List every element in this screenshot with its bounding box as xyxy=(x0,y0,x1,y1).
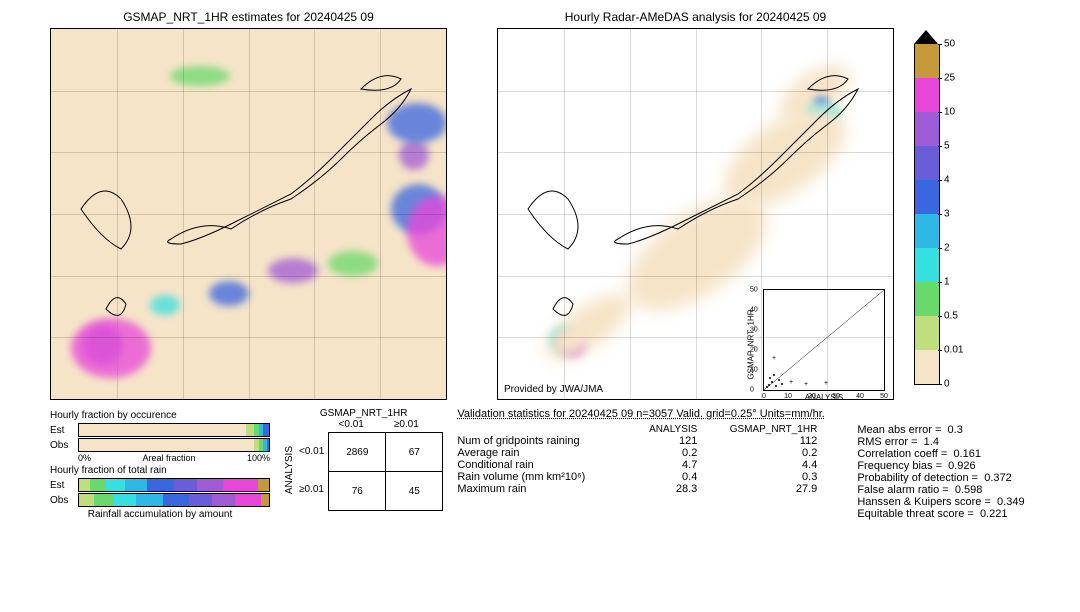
stat-label: Average rain xyxy=(457,447,617,459)
occurrence-title: Hourly fraction by occurence xyxy=(50,410,270,421)
stat-analysis: 4.7 xyxy=(637,459,697,471)
totalrain-title: Hourly fraction of total rain xyxy=(50,465,270,476)
stat-analysis: 121 xyxy=(637,435,697,447)
stats-metrics: Mean abs error = 0.3RMS error = 1.4Corre… xyxy=(857,424,1024,520)
colorbar-tick: 5 xyxy=(944,141,950,152)
stat-label: Num of gridpoints raining xyxy=(457,435,617,447)
cont-col-0: <0.01 xyxy=(339,419,364,430)
colorbar-tick: 25 xyxy=(944,73,955,84)
stats-rows: Num of gridpoints raining 121 112 Average r… xyxy=(457,435,817,495)
right-map-title: Hourly Radar-AMeDAS analysis for 2024042… xyxy=(497,10,894,24)
metric-row: Equitable threat score = 0.221 xyxy=(857,508,1024,520)
axis-100pct: 100% xyxy=(247,453,270,463)
cont-col-1: ≥0.01 xyxy=(394,419,419,430)
colorbar-tick: 0 xyxy=(944,379,950,390)
cont-row-1: ≥0.01 xyxy=(299,484,324,495)
stat-analysis: 0.4 xyxy=(637,471,697,483)
stat-label: Maximum rain xyxy=(457,483,617,495)
colorbar-tick: 0.5 xyxy=(944,311,958,322)
metric-row: Mean abs error = 0.3 xyxy=(857,424,1024,436)
colorbar: 502510543210.50.010 xyxy=(914,30,940,400)
stat-label: Rain volume (mm km²10⁶) xyxy=(457,471,617,483)
axis-center: Areal fraction xyxy=(142,453,195,463)
occurrence-obs-bar xyxy=(78,438,270,452)
colorbar-tick: 50 xyxy=(944,39,955,50)
stat-gsmap: 112 xyxy=(717,435,817,447)
stat-analysis: 28.3 xyxy=(637,483,697,495)
stats-header-analysis: ANALYSIS xyxy=(637,424,697,435)
stat-gsmap: 27.9 xyxy=(717,483,817,495)
fraction-panel: Hourly fraction by occurence Est Obs 0% A… xyxy=(50,408,270,522)
obs-label-2: Obs xyxy=(50,495,78,506)
contingency-panel: GSMAP_NRT_1HR <0.01 ≥0.01 ANALYSIS <0.01… xyxy=(284,408,443,522)
right-map: Provided by JWA/JMA ++ ++ GSMAP_NRT_1HR … xyxy=(497,28,894,400)
colorbar-tick: 4 xyxy=(944,175,950,186)
est-label-1: Est xyxy=(50,425,78,436)
cont-cell-11: 45 xyxy=(386,472,443,511)
totalrain-footer: Rainfall accumulation by amount xyxy=(50,509,270,520)
obs-label-1: Obs xyxy=(50,440,78,451)
cont-cell-10: 76 xyxy=(329,472,386,511)
colorbar-tick: 0.01 xyxy=(944,345,963,356)
stat-gsmap: 4.4 xyxy=(717,459,817,471)
cont-cell-01: 67 xyxy=(386,433,443,472)
bottom-row: Hourly fraction by occurence Est Obs 0% A… xyxy=(10,408,1070,522)
colorbar-tick: 3 xyxy=(944,209,950,220)
colorbar-tick: 10 xyxy=(944,107,955,118)
est-label-2: Est xyxy=(50,480,78,491)
left-map: 125°E130°E135°E140°E145°E25°N30°N35°N40°… xyxy=(50,28,447,400)
left-map-title: GSMAP_NRT_1HR estimates for 20240425 09 xyxy=(50,10,447,24)
metric-row: Frequency bias = 0.926 xyxy=(857,460,1024,472)
stats-left-block: ANALYSIS GSMAP_NRT_1HR Num of gridpoints… xyxy=(457,424,817,520)
metric-row: Probability of detection = 0.372 xyxy=(857,472,1024,484)
metric-row: Hanssen & Kuipers score = 0.349 xyxy=(857,496,1024,508)
colorbar-segments: 502510543210.50.010 xyxy=(914,30,940,385)
stats-header-gsmap: GSMAP_NRT_1HR xyxy=(717,424,817,435)
colorbar-tick: 2 xyxy=(944,243,950,254)
metric-row: RMS error = 1.4 xyxy=(857,436,1024,448)
cont-row-0: <0.01 xyxy=(299,446,324,457)
stats-title: Validation statistics for 20240425 09 n=… xyxy=(457,408,1070,420)
totalrain-est-bar xyxy=(78,478,270,492)
metric-row: Correlation coeff = 0.161 xyxy=(857,448,1024,460)
totalrain-obs-bar xyxy=(78,493,270,507)
contingency-title: GSMAP_NRT_1HR xyxy=(284,408,443,419)
occurrence-est-bar xyxy=(78,423,270,437)
left-map-panel: GSMAP_NRT_1HR estimates for 20240425 09 … xyxy=(50,10,447,400)
cont-cell-00: 2869 xyxy=(329,433,386,472)
colorbar-tick: 1 xyxy=(944,277,950,288)
stat-analysis: 0.2 xyxy=(637,447,697,459)
top-row: GSMAP_NRT_1HR estimates for 20240425 09 … xyxy=(10,10,1070,400)
metric-row: False alarm ratio = 0.598 xyxy=(857,484,1024,496)
right-map-panel: Hourly Radar-AMeDAS analysis for 2024042… xyxy=(497,10,894,400)
axis-0pct: 0% xyxy=(78,453,91,463)
stat-gsmap: 0.2 xyxy=(717,447,817,459)
cont-row-title: ANALYSIS xyxy=(284,446,295,494)
stats-panel: Validation statistics for 20240425 09 n=… xyxy=(457,408,1070,522)
stat-label: Conditional rain xyxy=(457,459,617,471)
stat-gsmap: 0.3 xyxy=(717,471,817,483)
contingency-table: 286967 7645 xyxy=(328,432,443,511)
